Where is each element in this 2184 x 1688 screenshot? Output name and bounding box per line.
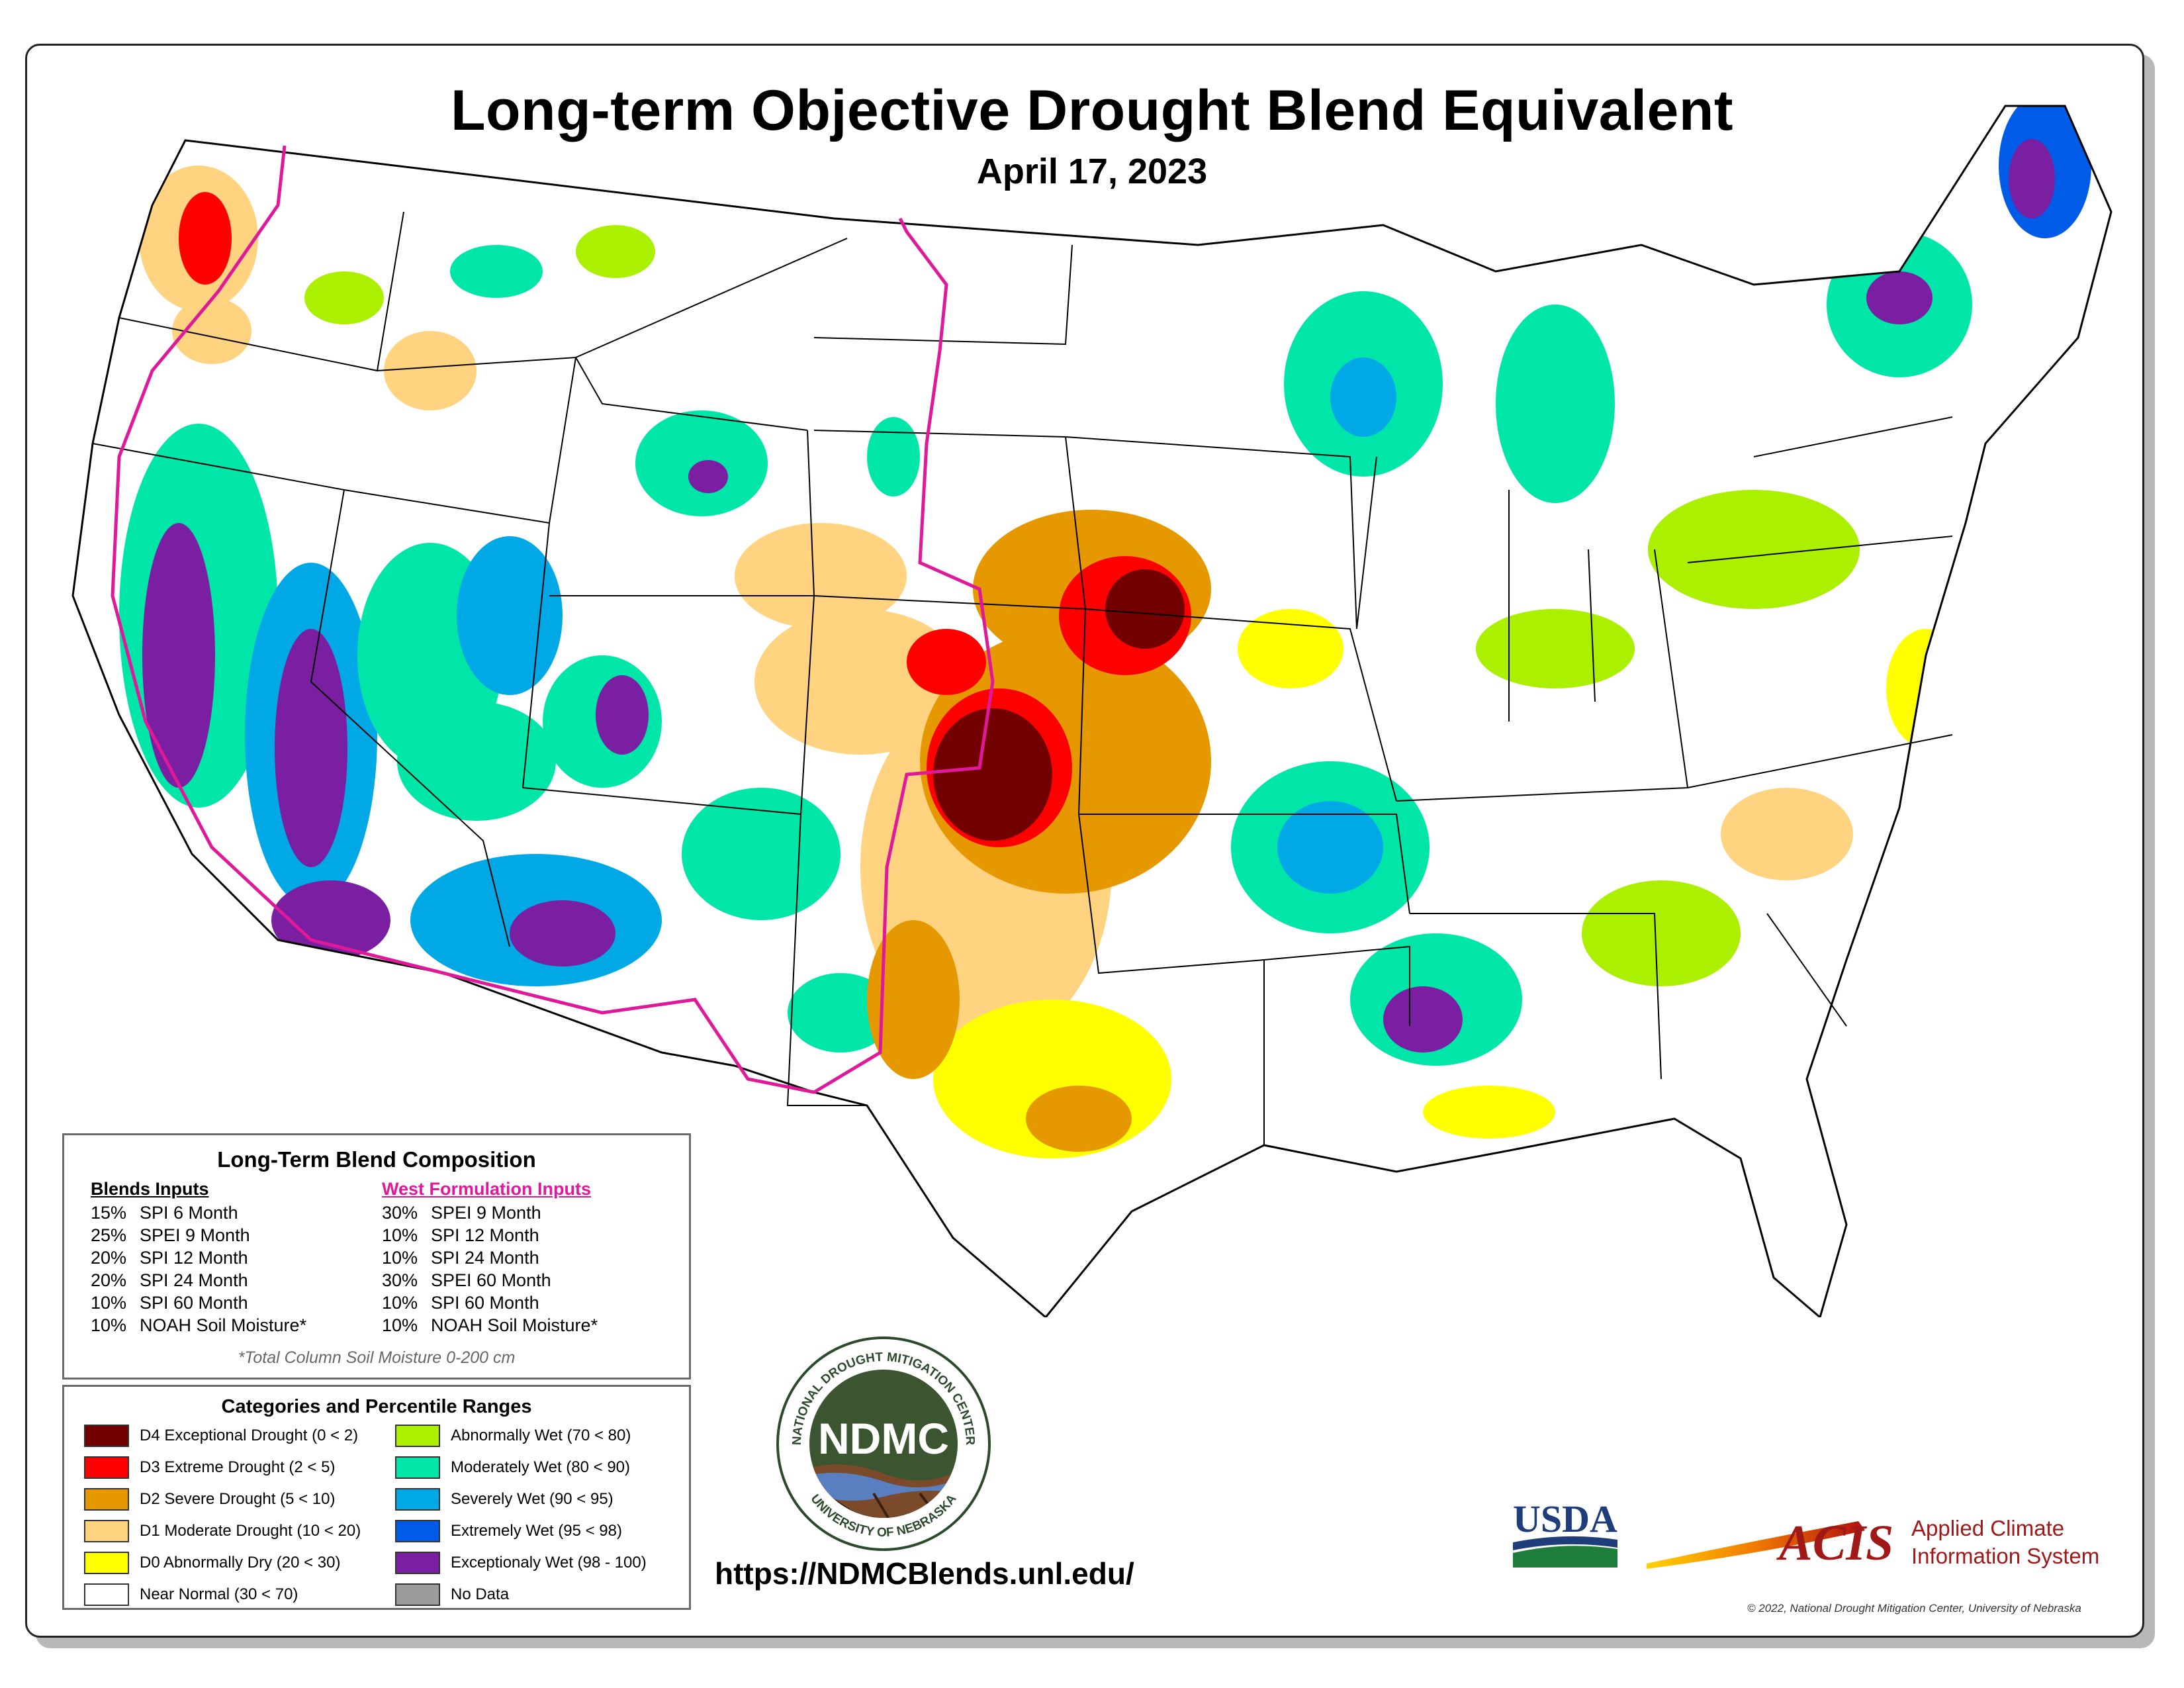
drought-category-shading — [119, 106, 2091, 1158]
map-title: Long-term Objective Drought Blend Equiva… — [450, 79, 1734, 142]
ndmc-logo-text: NDMC — [818, 1414, 949, 1463]
west-inputs-column: West Formulation Inputs 30% SPEI 9 Month … — [382, 1178, 598, 1336]
legend-label: Extremely Wet (95 < 98) — [451, 1522, 622, 1540]
legend-label: Abnormally Wet (70 < 80) — [451, 1427, 631, 1444]
west-input-row: 10% SPI 24 Month — [382, 1248, 539, 1268]
map-date: April 17, 2023 — [976, 152, 1208, 191]
svg-text:Information System: Information System — [1911, 1544, 2099, 1568]
legend-label: D1 Moderate Drought (10 < 20) — [140, 1522, 361, 1540]
legend-label: Severely Wet (90 < 95) — [451, 1490, 614, 1508]
legend-swatch — [395, 1583, 440, 1606]
legend-label: D3 Extreme Drought (2 < 5) — [140, 1458, 336, 1476]
legend-item: Extremely Wet (95 < 98) — [395, 1519, 622, 1543]
legend-swatch — [395, 1552, 440, 1574]
legend-item: Severely Wet (90 < 95) — [395, 1487, 614, 1511]
legend-label: D0 Abnormally Dry (20 < 30) — [140, 1554, 341, 1571]
legend-item: Near Normal (30 < 70) — [84, 1583, 298, 1607]
legend-swatch — [84, 1520, 129, 1542]
category-legend: Categories and Percentile Ranges D4 Exce… — [62, 1385, 691, 1610]
blend-input-row: 20% SPI 24 Month — [91, 1270, 248, 1290]
legend-item: D2 Severe Drought (5 < 10) — [84, 1487, 336, 1511]
legend-item: D0 Abnormally Dry (20 < 30) — [84, 1551, 340, 1575]
legend-label: No Data — [451, 1585, 510, 1603]
blend-input-row: 10% SPI 60 Month — [91, 1293, 248, 1313]
legend-item: D4 Exceptional Drought (0 < 2) — [84, 1424, 358, 1448]
legend-item: No Data — [395, 1583, 509, 1607]
legend-title: Categories and Percentile Ranges — [221, 1396, 532, 1417]
svg-text:USDA: USDA — [1513, 1497, 1617, 1540]
legend-swatch — [395, 1520, 440, 1542]
legend-item: Abnormally Wet (70 < 80) — [395, 1424, 631, 1448]
blends-inputs-column: Blends Inputs 15% SPI 6 Month 25% SPEI 9 M… — [91, 1178, 306, 1336]
us-drought-map — [71, 105, 2113, 1317]
blends-inputs-header: Blends Inputs — [91, 1179, 209, 1199]
legend-label: D4 Exceptional Drought (0 < 2) — [140, 1427, 359, 1444]
copyright-notice: © 2022, National Drought Mitigation Cent… — [1747, 1602, 2081, 1615]
svg-text:ACIS: ACIS — [1776, 1515, 1893, 1571]
legend-swatch — [84, 1456, 129, 1479]
west-input-row: 10% SPI 60 Month — [382, 1293, 539, 1313]
legend-item: Exceptionaly Wet (98 - 100) — [395, 1551, 647, 1575]
state-borders — [92, 211, 1953, 1145]
blend-input-row: 10% NOAH Soil Moisture* — [91, 1315, 307, 1335]
blend-composition-title: Long-Term Blend Composition — [217, 1147, 536, 1172]
ndmc-logo: NDMC NATIONAL DROUGHT MITIGATION CENTER … — [776, 1336, 991, 1551]
legend-swatch — [84, 1583, 129, 1606]
legend-swatch — [395, 1456, 440, 1479]
legend-item: D3 Extreme Drought (2 < 5) — [84, 1456, 335, 1479]
west-formulation-boundary — [111, 145, 995, 1094]
west-inputs-header: West Formulation Inputs — [382, 1179, 591, 1199]
website-link[interactable]: https://NDMCBlends.unl.edu/ — [715, 1556, 1134, 1591]
blend-composition-panel: Long-Term Blend Composition Blends Input… — [62, 1133, 691, 1380]
legend-item: D1 Moderate Drought (10 < 20) — [84, 1519, 361, 1543]
west-input-row: 10% NOAH Soil Moisture* — [382, 1315, 598, 1335]
legend-item: Moderately Wet (80 < 90) — [395, 1456, 630, 1479]
svg-text:Applied Climate: Applied Climate — [1911, 1516, 2064, 1540]
legend-swatch — [84, 1425, 129, 1447]
legend-swatch — [84, 1488, 129, 1511]
west-input-row: 10% SPI 12 Month — [382, 1225, 539, 1245]
acis-logo: ACIS Applied Climate Information System — [1647, 1515, 2099, 1571]
blend-input-row: 25% SPEI 9 Month — [91, 1225, 250, 1245]
legend-label: Near Normal (30 < 70) — [140, 1585, 298, 1603]
west-input-row: 30% SPEI 9 Month — [382, 1203, 541, 1223]
blend-input-row: 20% SPI 12 Month — [91, 1248, 248, 1268]
west-input-row: 30% SPEI 60 Month — [382, 1270, 551, 1290]
legend-label: D2 Severe Drought (5 < 10) — [140, 1490, 336, 1508]
legend-swatch — [84, 1552, 129, 1574]
blend-input-row: 15% SPI 6 Month — [91, 1203, 238, 1223]
legend-swatch — [395, 1488, 440, 1511]
soil-moisture-footnote: *Total Column Soil Moisture 0-200 cm — [238, 1348, 516, 1367]
legend-swatch — [395, 1425, 440, 1447]
legend-label: Moderately Wet (80 < 90) — [451, 1458, 631, 1476]
legend-label: Exceptionaly Wet (98 - 100) — [451, 1554, 647, 1571]
usda-logo: USDA — [1513, 1497, 1617, 1568]
